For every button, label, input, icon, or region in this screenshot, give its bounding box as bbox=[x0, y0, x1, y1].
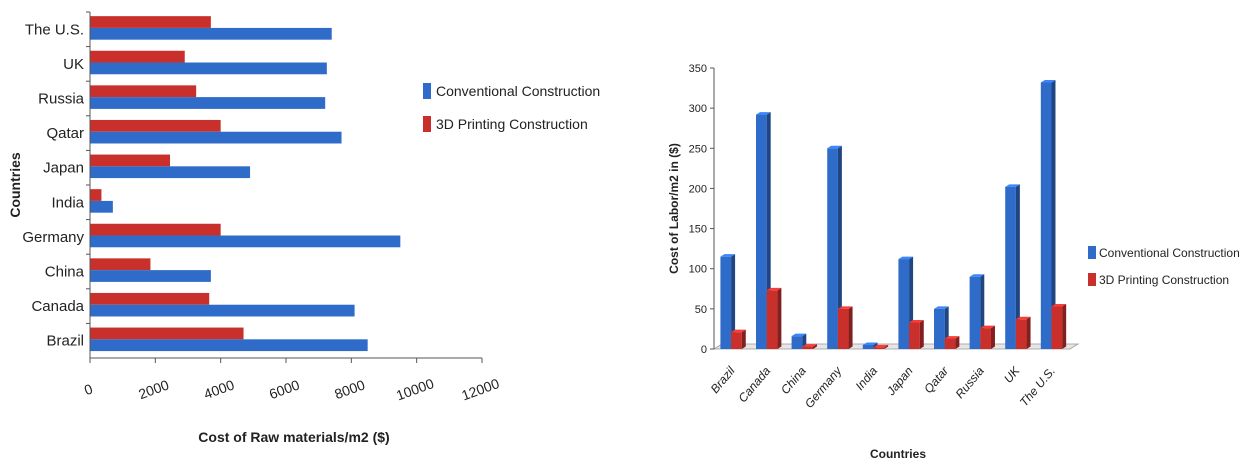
y-tick-label: 300 bbox=[689, 103, 707, 115]
x-tick-label: Russia bbox=[953, 364, 988, 401]
y-tick-label: 100 bbox=[689, 264, 707, 276]
bar-3d-printing-brazil bbox=[90, 327, 244, 340]
bar-conventional-brazil bbox=[90, 339, 368, 352]
y-tick-label: 0 bbox=[701, 344, 707, 356]
x-tick-label: The U.S. bbox=[1017, 364, 1058, 409]
x-tick-label: UK bbox=[1001, 363, 1023, 386]
x-tick-label: 2000 bbox=[136, 376, 171, 402]
x-tick-label: Brazil bbox=[708, 364, 738, 396]
y-tick-label: Russia bbox=[38, 91, 85, 108]
bar-3d-printing-germany bbox=[837, 306, 853, 349]
bar-3d-printing-qatar bbox=[944, 336, 960, 349]
y-tick-label: Qatar bbox=[46, 125, 84, 142]
x-tick-label: 10000 bbox=[394, 375, 436, 403]
legend-raw-materials: Conventional Construction 3D Printing Con… bbox=[423, 83, 600, 132]
bar-conventional-canada bbox=[90, 304, 355, 317]
bar-conventional-china bbox=[90, 270, 211, 282]
bar-3d-printing-china bbox=[802, 344, 817, 349]
x-tick-label: China bbox=[778, 364, 809, 397]
x-tick-label: 4000 bbox=[202, 376, 237, 402]
x-tick-label: Qatar bbox=[921, 363, 952, 396]
bar-conventional-the-u-s- bbox=[1040, 79, 1056, 350]
legend-label: 3D Printing Construction bbox=[1099, 273, 1229, 287]
y-tick-label: Canada bbox=[31, 298, 84, 315]
bar-3d-printing-russia bbox=[980, 325, 995, 349]
legend-swatch bbox=[1088, 246, 1096, 259]
bar-3d-printing-the-u-s- bbox=[90, 16, 211, 28]
bar-3d-printing-china bbox=[90, 258, 151, 271]
y-tick-label: Brazil bbox=[46, 333, 84, 350]
bar-conventional-russia bbox=[90, 97, 326, 109]
y-axis-title: Countries bbox=[7, 152, 23, 218]
y-axis-title: Cost of Labor/m2 in ($) bbox=[667, 143, 681, 274]
legend-label: Conventional Construction bbox=[1099, 246, 1240, 260]
x-tick-label: Canada bbox=[736, 364, 774, 405]
legend-label: Conventional Construction bbox=[436, 83, 600, 99]
bar-3d-printing-japan bbox=[90, 154, 171, 167]
y-tick-label: India bbox=[51, 194, 84, 211]
legend-swatch bbox=[423, 83, 431, 99]
bar-3d-printing-india bbox=[90, 189, 102, 201]
bar-conventional-the-u-s- bbox=[90, 27, 332, 40]
bar-conventional-germany bbox=[827, 145, 842, 349]
bar-conventional-germany bbox=[90, 235, 401, 248]
bar-3d-printing-japan bbox=[909, 320, 924, 349]
y-tick-label: UK bbox=[63, 56, 84, 73]
legend-swatch bbox=[423, 116, 431, 132]
bar-3d-printing-canada bbox=[90, 292, 210, 305]
x-tick-label: Japan bbox=[883, 364, 916, 399]
y-tick-label: The U.S. bbox=[25, 21, 84, 38]
bar-3d-printing-germany bbox=[90, 223, 221, 236]
y-tick-label: Japan bbox=[43, 160, 84, 177]
x-tick-label: India bbox=[853, 364, 881, 393]
bar-3d-printing-canada bbox=[766, 287, 782, 349]
bar-3d-printing-brazil bbox=[731, 329, 746, 349]
bar-3d-printing-qatar bbox=[90, 119, 221, 132]
x-tick-label: 0 bbox=[82, 380, 95, 398]
x-tick-label: 6000 bbox=[267, 376, 302, 402]
y-tick-label: 50 bbox=[695, 304, 707, 316]
y-tick-label: 200 bbox=[689, 183, 707, 195]
legend-swatch bbox=[1088, 273, 1096, 286]
y-tick-label: 350 bbox=[689, 63, 707, 75]
bar-3d-printing-russia bbox=[90, 85, 197, 98]
y-tick-label: 150 bbox=[689, 224, 707, 236]
y-tick-label: Germany bbox=[22, 229, 84, 246]
bar-conventional-uk bbox=[1005, 184, 1020, 349]
bar-conventional-qatar bbox=[90, 131, 342, 144]
bar-3d-printing-the-u-s- bbox=[1051, 303, 1067, 349]
y-tick-label: China bbox=[45, 264, 85, 281]
x-axis-title: Countries bbox=[870, 447, 926, 461]
bar-conventional-japan bbox=[90, 166, 251, 179]
x-axis-title: Cost of Raw materials/m2 ($) bbox=[198, 429, 389, 445]
bar-3d-printing-uk bbox=[90, 50, 185, 63]
legend-label: 3D Printing Construction bbox=[436, 116, 588, 132]
legend-labor: Conventional Construction 3D Printing Con… bbox=[1088, 246, 1240, 287]
x-tick-label: Germany bbox=[802, 363, 845, 411]
raw-materials-chart: Brazil Canada China Germany India Japan Qatar R… bbox=[7, 11, 600, 445]
bar-conventional-brazil bbox=[720, 254, 736, 349]
bar-3d-printing-india bbox=[873, 344, 889, 349]
bar-3d-printing-uk bbox=[1015, 316, 1031, 349]
y-tick-label: 250 bbox=[689, 143, 707, 155]
bar-conventional-uk bbox=[90, 62, 327, 75]
x-tick-label: 8000 bbox=[332, 376, 367, 402]
bar-conventional-india bbox=[90, 200, 113, 213]
x-tick-label: 12000 bbox=[459, 375, 501, 403]
